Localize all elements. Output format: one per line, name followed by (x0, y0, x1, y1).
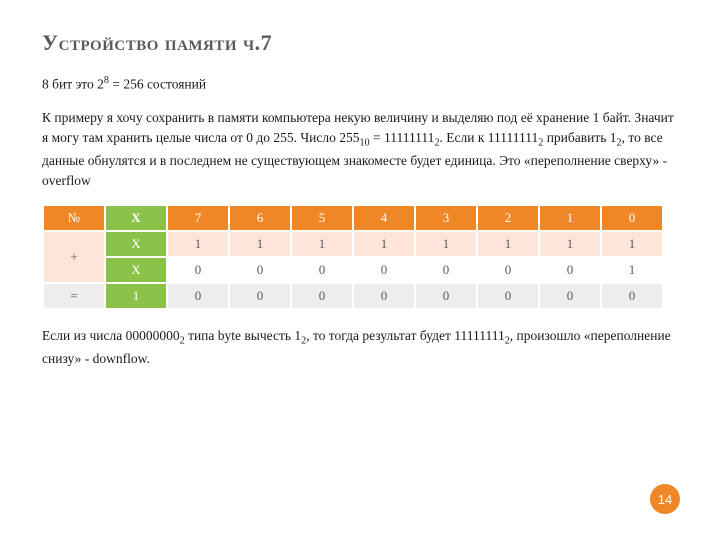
cell: 0 (478, 284, 538, 308)
cell-x1-h: X (106, 232, 166, 256)
p3b: типа byte вычесть 1 (185, 328, 301, 343)
cell: 1 (168, 232, 228, 256)
cell: 0 (416, 258, 476, 282)
cell: 1 (416, 232, 476, 256)
p2s1: 10 (359, 137, 369, 148)
cell: 0 (292, 258, 352, 282)
cell: 0 (230, 258, 290, 282)
p2c: . Если к 11111111 (440, 130, 539, 145)
cell-x2-h: X (106, 258, 166, 282)
line-bits: 8 бит это 28 = 256 состояний (42, 74, 678, 94)
th-5: 5 (292, 206, 352, 230)
th-3: 3 (416, 206, 476, 230)
p3a: Если из числа 00000000 (42, 328, 180, 343)
table-row: = 1 0 0 0 0 0 0 0 0 (44, 284, 662, 308)
cell: 1 (540, 232, 600, 256)
table-row: X 0 0 0 0 0 0 0 1 (44, 258, 662, 282)
cell: 0 (354, 258, 414, 282)
t1a: 8 бит это 2 (42, 77, 104, 92)
para-downflow: Если из числа 000000002 типа byte вычест… (42, 326, 678, 369)
p3c: , то тогда результат будет 11111111 (306, 328, 505, 343)
cell: 1 (292, 232, 352, 256)
p2d: прибавить 1 (543, 130, 616, 145)
cell-plus: + (44, 232, 104, 282)
cell: 1 (602, 232, 662, 256)
cell: 1 (230, 232, 290, 256)
page-number-badge: 14 (650, 484, 680, 514)
para-overflow: К примеру я хочу сохранить в памяти комп… (42, 108, 678, 190)
cell-eq: = (44, 284, 104, 308)
th-2: 2 (478, 206, 538, 230)
slide-container: Устройство памяти ч.7 8 бит это 28 = 256… (0, 0, 720, 540)
cell: 1 (354, 232, 414, 256)
cell: 0 (168, 284, 228, 308)
th-0: 0 (602, 206, 662, 230)
t1b: = 256 состояний (109, 77, 206, 92)
cell: 0 (354, 284, 414, 308)
cell: 0 (416, 284, 476, 308)
th-1: 1 (540, 206, 600, 230)
th-x: X (106, 206, 166, 230)
cell-eq-x: 1 (106, 284, 166, 308)
th-6: 6 (230, 206, 290, 230)
cell: 0 (540, 284, 600, 308)
th-4: 4 (354, 206, 414, 230)
th-7: 7 (168, 206, 228, 230)
table-header-row: № X 7 6 5 4 3 2 1 0 (44, 206, 662, 230)
cell: 0 (602, 284, 662, 308)
cell: 1 (478, 232, 538, 256)
p2b: = 11111111 (370, 130, 435, 145)
cell: 0 (230, 284, 290, 308)
bits-table: № X 7 6 5 4 3 2 1 0 + X 1 1 1 1 1 1 1 1 … (42, 204, 664, 310)
slide-title: Устройство памяти ч.7 (42, 30, 678, 56)
table-row: + X 1 1 1 1 1 1 1 1 (44, 232, 662, 256)
cell: 0 (540, 258, 600, 282)
cell: 1 (602, 258, 662, 282)
cell: 0 (292, 284, 352, 308)
cell: 0 (168, 258, 228, 282)
cell: 0 (478, 258, 538, 282)
th-num: № (44, 206, 104, 230)
